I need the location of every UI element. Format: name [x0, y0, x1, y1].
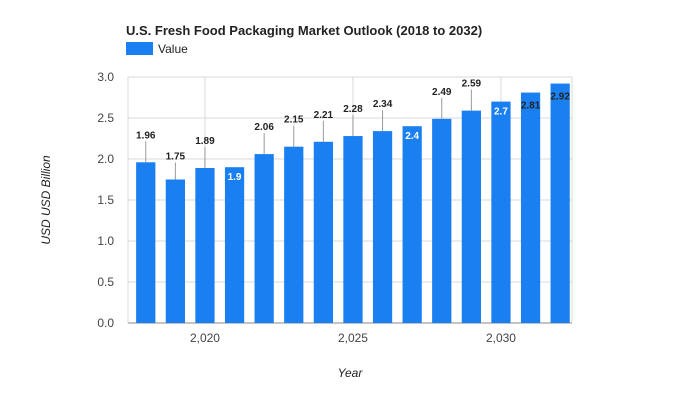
y-tick-label: 1.5 — [97, 193, 114, 207]
data-label-2019: 1.75 — [166, 152, 186, 163]
data-label-2032: 2.92 — [550, 92, 570, 103]
y-tick-label: 1.0 — [97, 234, 114, 248]
legend-swatch-value — [126, 42, 153, 55]
bar-2018[interactable] — [136, 162, 156, 323]
bar-2028[interactable] — [432, 118, 452, 323]
bar-2021[interactable] — [224, 167, 245, 323]
bar-2027[interactable] — [402, 126, 422, 323]
bar-2026[interactable] — [372, 131, 393, 323]
bar-2020[interactable] — [195, 168, 215, 323]
data-label-2031: 2.81 — [521, 101, 541, 112]
bar-2029[interactable] — [461, 110, 481, 324]
data-label-2027: 2.4 — [405, 131, 419, 142]
data-label-2020: 1.89 — [195, 136, 215, 147]
bars — [136, 83, 570, 324]
bar-2031[interactable] — [520, 92, 541, 323]
x-tick-label: 2,020 — [190, 331, 220, 345]
y-tick-label: 2.5 — [97, 111, 114, 125]
data-label-2024: 2.21 — [314, 110, 334, 121]
data-labels: 1.96 1.75 1.89 1.9 2.06 2.15 2.21 2.28 2.34 2.4 2.… — [136, 79, 570, 184]
bar-2032[interactable] — [550, 83, 570, 323]
y-axis-ticks: 0.0 0.5 1.0 1.5 2.0 2.5 3.0 — [97, 70, 114, 330]
data-label-2023: 2.15 — [284, 115, 304, 126]
bar-2022[interactable] — [254, 154, 274, 323]
data-label-2026: 2.34 — [373, 99, 393, 110]
y-tick-label: 3.0 — [97, 70, 114, 84]
data-label-2021: 1.9 — [228, 172, 242, 183]
legend-label-value: Value — [158, 42, 188, 56]
data-label-2029: 2.59 — [462, 79, 482, 90]
y-tick-label: 0.0 — [97, 316, 114, 330]
data-label-2025: 2.28 — [343, 104, 363, 115]
y-tick-label: 0.5 — [97, 275, 114, 289]
data-label-2030: 2.7 — [494, 107, 508, 118]
data-label-2022: 2.06 — [254, 122, 274, 133]
bar-2023[interactable] — [284, 146, 304, 323]
x-axis-title: Year — [338, 366, 364, 380]
bar-2024[interactable] — [313, 141, 333, 323]
chart-title: U.S. Fresh Food Packaging Market Outlook… — [126, 23, 482, 38]
bar-2019[interactable] — [165, 179, 185, 324]
data-label-2018: 1.96 — [136, 130, 156, 141]
y-tick-label: 2.0 — [97, 152, 114, 166]
x-axis-ticks: 2,020 2,025 2,030 — [190, 331, 516, 345]
x-tick-label: 2,025 — [338, 331, 368, 345]
data-label-2028: 2.49 — [432, 87, 452, 98]
bar-2030[interactable] — [491, 101, 511, 323]
y-axis-title: USD USD Billion — [39, 155, 53, 245]
bar-2025[interactable] — [343, 136, 363, 323]
legend[interactable]: Value — [126, 42, 188, 56]
x-tick-label: 2,030 — [486, 331, 516, 345]
